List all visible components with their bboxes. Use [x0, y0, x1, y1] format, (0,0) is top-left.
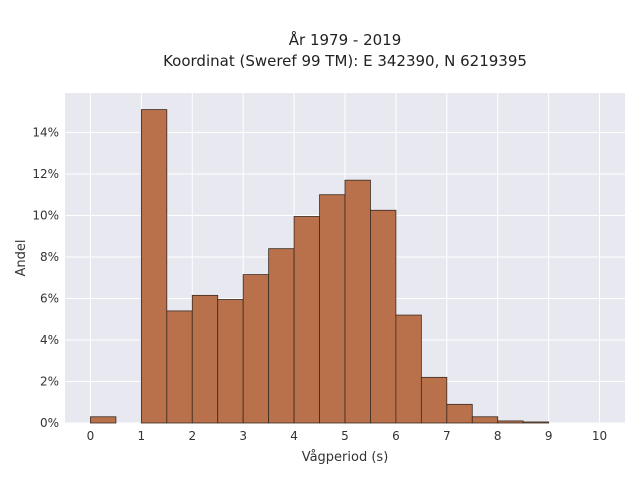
- y-tick-layer: 0% 2% 4% 6% 8% 10% 12% 14%: [32, 125, 59, 430]
- bar-layer: [90, 109, 550, 424]
- x-tick-label: 1: [138, 429, 146, 443]
- x-axis-label: Vågperiod (s): [302, 450, 389, 465]
- histogram-bar: [446, 403, 473, 424]
- x-tick-label: 2: [188, 429, 196, 443]
- histogram-bar: [242, 274, 270, 424]
- x-tick-label: 4: [290, 429, 298, 443]
- histogram-bar: [497, 420, 524, 424]
- x-tick-label: 9: [545, 429, 553, 443]
- y-tick-label: 6%: [40, 291, 59, 305]
- histogram-bar: [370, 209, 397, 424]
- histogram-bar: [217, 299, 244, 424]
- histogram-bar: [166, 310, 193, 424]
- histogram-bar: [268, 248, 295, 424]
- x-tick-label: 0: [87, 429, 95, 443]
- y-axis-label: Andel: [14, 240, 29, 277]
- x-tick-layer: 0 1 2 3 4 5 6 7 8 9 10: [87, 429, 608, 443]
- x-tick-label: 8: [494, 429, 502, 443]
- y-tick-label: 14%: [32, 125, 59, 139]
- x-tick-label: 6: [392, 429, 400, 443]
- chart-title-line1: År 1979 - 2019: [289, 30, 402, 49]
- x-tick-label: 7: [443, 429, 451, 443]
- histogram-bar: [471, 416, 499, 424]
- histogram-bar: [395, 314, 422, 424]
- y-tick-label: 0%: [40, 416, 59, 430]
- x-tick-label: 5: [341, 429, 349, 443]
- y-tick-label: 4%: [40, 333, 59, 347]
- y-tick-label: 10%: [32, 208, 59, 222]
- histogram-bar: [420, 376, 448, 424]
- y-tick-label: 8%: [40, 250, 59, 264]
- y-tick-label: 2%: [40, 374, 59, 388]
- chart-title-line2: Koordinat (Sweref 99 TM): E 342390, N 62…: [163, 52, 527, 70]
- histogram-bar: [191, 294, 219, 424]
- histogram-bar: [293, 216, 320, 424]
- histogram-bar: [522, 421, 550, 424]
- histogram-bar: [140, 109, 168, 424]
- histogram-bar: [344, 179, 371, 424]
- y-tick-label: 12%: [32, 167, 59, 181]
- x-tick-label: 3: [239, 429, 247, 443]
- x-tick-label: 10: [592, 429, 607, 443]
- histogram-bar: [319, 194, 346, 424]
- histogram-bar: [90, 416, 117, 424]
